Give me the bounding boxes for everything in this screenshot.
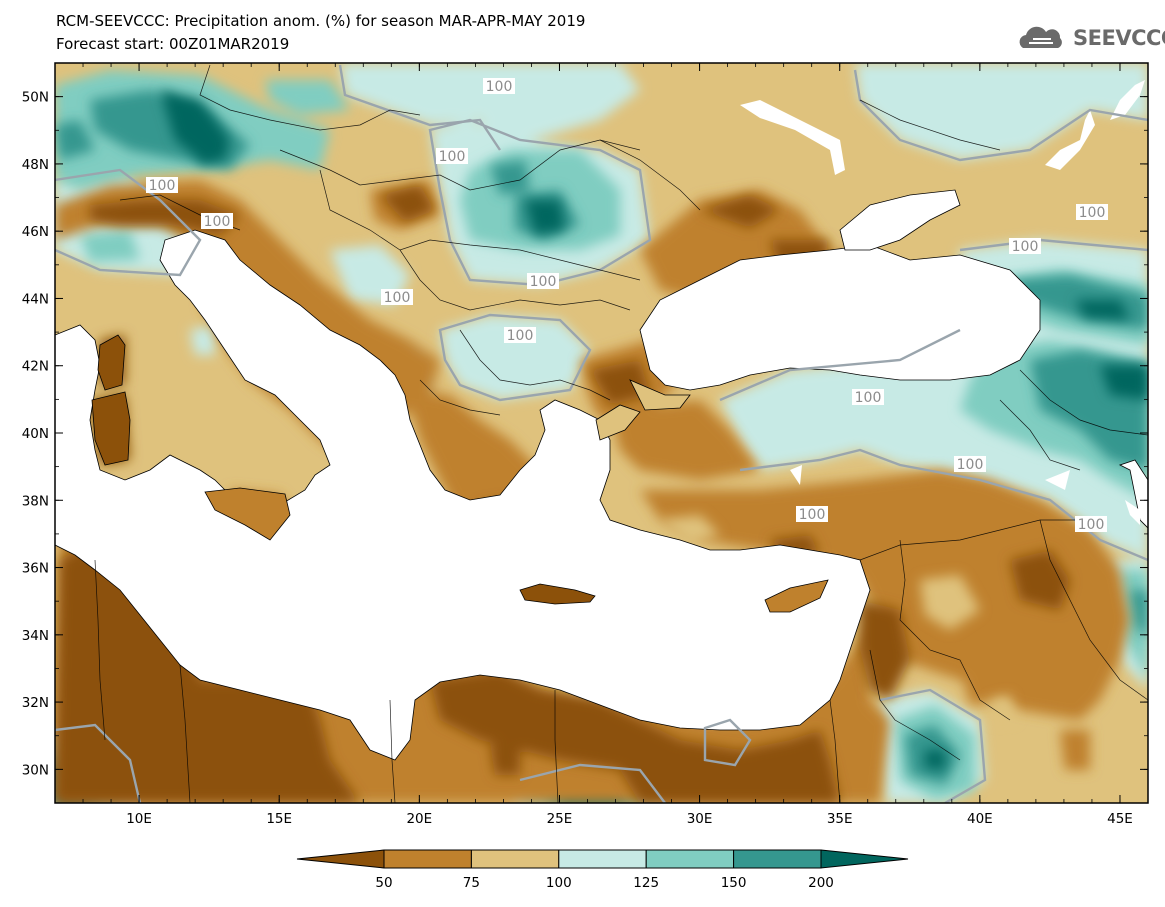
lat-tick-label: 34N	[22, 628, 49, 644]
logo-text: SEEVCCC	[1073, 26, 1165, 50]
contour-label: 100	[796, 506, 828, 523]
colorbar-swatch	[383, 849, 472, 869]
colorbar-label: 100	[546, 875, 572, 891]
map-title: RCM-SEEVCCC: Precipitation anom. (%) for…	[56, 12, 586, 30]
contour-label: 100	[1075, 516, 1107, 533]
lat-tick-label: 32N	[22, 695, 49, 711]
colorbar-swatch	[296, 849, 385, 869]
svg-text:100: 100	[1078, 517, 1105, 533]
svg-text:100: 100	[530, 274, 557, 290]
contour-label: 100	[527, 273, 559, 290]
colorbar-label: 125	[633, 875, 659, 891]
svg-text:100: 100	[486, 79, 513, 95]
svg-text:100: 100	[1012, 239, 1039, 255]
lon-tick-label: 35E	[827, 811, 853, 827]
contour-label: 100	[201, 213, 233, 230]
lat-axis: 50N 48N 46N 44N 42N 40N 38N 36N 34N 32N 30N	[22, 62, 1148, 778]
lat-tick-label: 38N	[22, 493, 49, 509]
svg-text:100: 100	[855, 390, 882, 406]
svg-text:100: 100	[1079, 205, 1106, 221]
sea-mask	[55, 189, 1148, 761]
colorbar-swatch	[558, 849, 647, 869]
lon-tick-label: 45E	[1107, 811, 1133, 827]
lat-tick-label: 30N	[22, 762, 49, 778]
svg-text:100: 100	[204, 214, 231, 230]
lat-tick-label: 50N	[22, 90, 49, 106]
lon-tick-label: 20E	[406, 811, 432, 827]
lon-tick-label: 10E	[126, 811, 152, 827]
lon-tick-label: 30E	[687, 811, 713, 827]
contour-label: 100	[436, 148, 468, 165]
svg-text:100: 100	[149, 178, 176, 194]
svg-text:100: 100	[957, 457, 984, 473]
contour-label: 100	[1076, 204, 1108, 221]
colorbar-swatch	[645, 849, 735, 869]
lat-tick-label: 40N	[22, 426, 49, 442]
lat-tick-label: 36N	[22, 561, 49, 577]
svg-text:100: 100	[439, 149, 466, 165]
colorbar-swatch	[733, 849, 822, 869]
colorbar-label: 75	[463, 875, 480, 891]
contour-label: 100	[504, 327, 536, 344]
lon-tick-label: 40E	[967, 811, 993, 827]
contour-label: 100	[381, 289, 413, 306]
colorbar-swatch	[820, 849, 909, 869]
islands	[91, 334, 829, 613]
lon-tick-label: 15E	[266, 811, 292, 827]
colorbar-swatch	[470, 849, 560, 869]
lat-tick-label: 48N	[22, 157, 49, 173]
colorbar-label: 150	[721, 875, 747, 891]
colorbar-label: 50	[375, 875, 392, 891]
map-area: 100 100 100 100 100 100 100 100 100 100 …	[55, 63, 1148, 803]
contour-label: 100	[954, 456, 986, 473]
forecast-start-label: Forecast start: 00Z01MAR2019	[56, 35, 290, 53]
svg-text:100: 100	[799, 507, 826, 523]
contour-label: 100	[852, 389, 884, 406]
contour-label: 100	[1009, 238, 1041, 255]
lat-tick-label: 42N	[22, 359, 49, 375]
lat-tick-label: 46N	[22, 224, 49, 240]
colorbar: 50 75 100 125 150 200	[296, 849, 909, 891]
lat-tick-label: 44N	[22, 291, 49, 307]
lon-tick-label: 25E	[547, 811, 573, 827]
contour-labels: 100 100 100 100 100 100 100 100 100 100 …	[146, 78, 1108, 533]
svg-text:100: 100	[384, 290, 411, 306]
svg-text:100: 100	[507, 328, 534, 344]
cloud-icon	[1019, 26, 1062, 48]
lon-axis: 10E 15E 20E 25E 30E 35E 40E 45E	[82, 63, 1149, 827]
contour-label: 100	[483, 78, 515, 95]
contour-label: 100	[146, 177, 178, 194]
colorbar-label: 200	[808, 875, 834, 891]
